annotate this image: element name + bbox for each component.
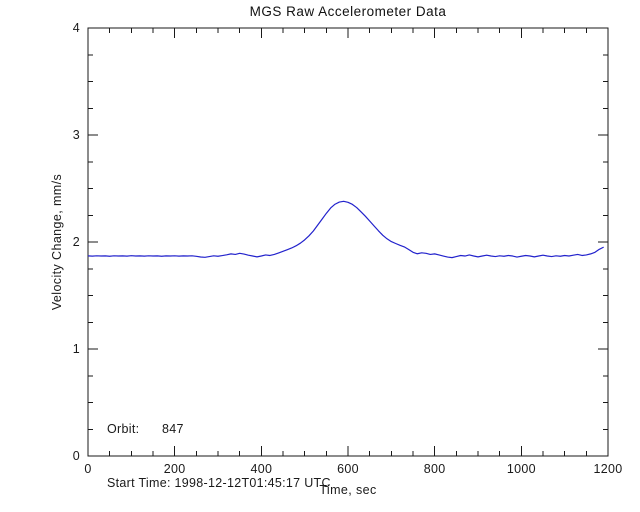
annotation-start-time: Start Time: 1998-12-12T01:45:17 UTC: [107, 476, 331, 490]
x-tick-label: 0: [84, 462, 91, 476]
x-tick-label: 800: [424, 462, 446, 476]
annotation-block: Orbit: 847 Start Time: 1998-12-12T01:45:…: [107, 384, 331, 512]
x-axis-label: Time, sec: [319, 483, 377, 497]
x-tick-label: 1200: [593, 462, 622, 476]
y-axis-label: Velocity Change, mm/s: [50, 173, 64, 311]
y-tick-label: 3: [73, 128, 80, 142]
x-tick-label: 1000: [507, 462, 536, 476]
x-tick-label: 600: [337, 462, 359, 476]
x-tick-label: 200: [164, 462, 186, 476]
y-tick-label: 1: [73, 342, 80, 356]
chart-title: MGS Raw Accelerometer Data: [249, 4, 447, 19]
x-tick-label: 400: [250, 462, 272, 476]
annotation-orbit: Orbit: 847: [107, 422, 184, 436]
y-tick-label: 2: [73, 235, 80, 249]
y-tick-label: 0: [73, 449, 80, 463]
data-line: [87, 200, 604, 259]
y-tick-label: 4: [73, 21, 80, 35]
